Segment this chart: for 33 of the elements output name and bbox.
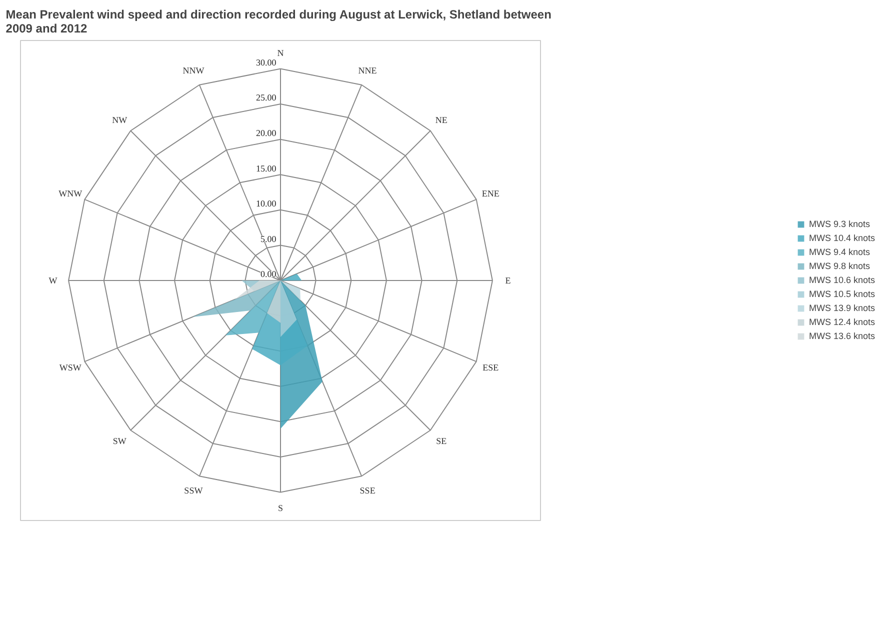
legend-label: MWS 12.4 knots <box>808 317 876 327</box>
spoke-label: ESE <box>482 362 500 372</box>
spoke-label: W <box>48 276 58 286</box>
spoke-label: WSW <box>59 362 82 372</box>
legend-label: MWS 10.5 knots <box>808 289 876 299</box>
y-tick-label: 15.00 <box>256 163 277 174</box>
y-tick-label: 25.00 <box>256 92 277 103</box>
spoke-label: NE <box>435 114 448 125</box>
spoke-label: N <box>277 48 284 58</box>
spoke-label: SSE <box>360 485 376 496</box>
y-tick-label: 30.00 <box>256 57 277 68</box>
spoke-label: SSW <box>184 485 204 496</box>
legend-label: MWS 13.9 knots <box>808 303 876 313</box>
legend-label: MWS 10.4 knots <box>808 233 876 243</box>
legend-label: MWS 10.6 knots <box>808 275 876 285</box>
legend-label: MWS 9.4 knots <box>808 247 870 257</box>
legend-label: MWS 9.8 knots <box>808 261 870 271</box>
y-tick-label: 20.00 <box>256 128 277 138</box>
spoke-label: S <box>278 502 284 513</box>
spoke-label: NNW <box>182 66 205 76</box>
chart-title: Mean Prevalent wind speed and direction recorded during August at Lerwick, Shetland between 2009 and 2012 <box>6 8 552 36</box>
y-tick-label: 0.00 <box>260 269 277 280</box>
spoke-label: WNW <box>58 188 83 199</box>
legend-label: MWS 13.6 knots <box>808 331 876 341</box>
spoke-label: NNE <box>358 66 378 76</box>
spoke-label: ENE <box>482 188 500 199</box>
spoke-label: SE <box>436 436 448 446</box>
y-tick-label: 10.00 <box>256 198 277 209</box>
spoke-label: NW <box>112 114 128 125</box>
y-tick-label: 5.00 <box>260 234 277 244</box>
spoke-label: E <box>505 276 512 286</box>
spoke-label: SW <box>112 436 127 446</box>
legend-label: MWS 9.3 knots <box>808 219 870 229</box>
